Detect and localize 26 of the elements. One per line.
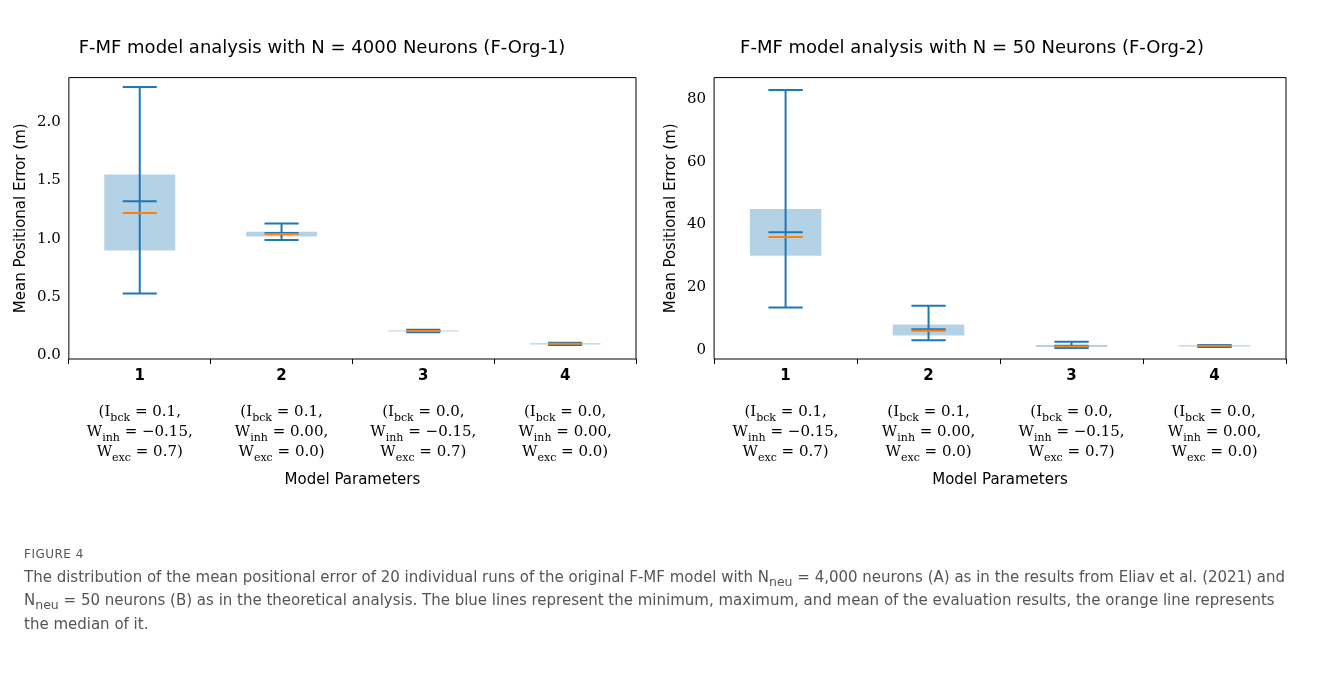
text: The distribution of the mean positional error of 20 individual runs of the original F-MF model with N$_{neu}$ = 4,000 neurons (A) as in the results from Eliav et al. (2021) and N$_{neu}$ = 50 neurons (B) as in the theoretical analysis. The blue lines represent the minimum, maximum, and mean of the evaluation results, the orange line represents the median of it. [24, 567, 1286, 633]
y-tick-label: 1.0 [37, 228, 61, 247]
x-tick-label: 3 [1066, 365, 1077, 384]
y-tick-label: 20 [686, 276, 707, 295]
x-tick-label: 3 [418, 365, 429, 384]
x-tick-label: 4 [559, 365, 571, 384]
x-axis-title: Model Parameters [932, 470, 1069, 488]
y-tick-label: 2.0 [37, 111, 61, 130]
x-tick-label: 2 [923, 365, 934, 384]
y-tick-label: 1.5 [37, 170, 61, 189]
y-tick-label: 0.5 [37, 287, 61, 306]
y-tick-label: 0 [696, 339, 707, 358]
x-tick-label: 2 [276, 365, 287, 384]
y-tick-label: 40 [686, 214, 707, 233]
x-tick-label: 1 [780, 365, 791, 384]
y-tick-label: 0.0 [37, 345, 61, 364]
x-axis-title: Model Parameters [284, 470, 421, 488]
y-axis-title: Mean Positional Error (m) [660, 123, 679, 314]
y-tick-label: 80 [686, 89, 707, 108]
caption: FIGURE 4 [24, 546, 85, 563]
y-axis-title: Mean Positional Error (m) [10, 123, 29, 314]
y-tick-label: 60 [686, 151, 707, 170]
chart-title: F-MF model analysis with N = 50 Neurons (F-Org-2) [740, 36, 1204, 58]
x-tick-label: 1 [134, 365, 145, 384]
x-tick-label: 4 [1209, 365, 1220, 384]
chart-title: F-MF model analysis with N = 4000 Neurons (F-Org-1) [78, 36, 566, 58]
